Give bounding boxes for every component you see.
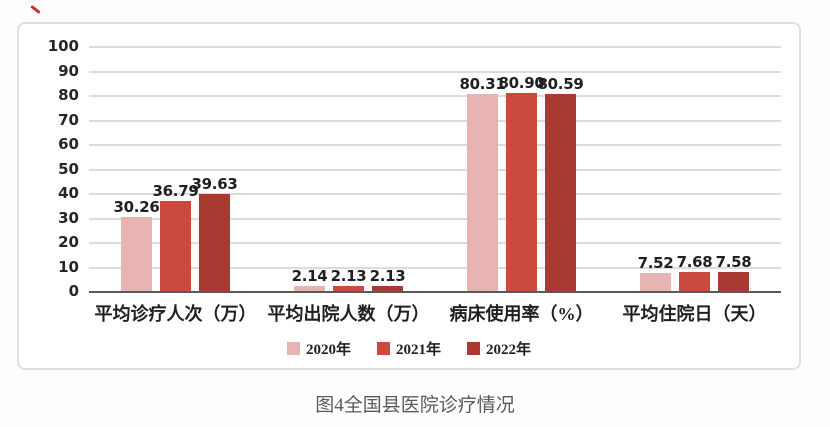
- gridline: [89, 144, 781, 146]
- bar-2021年: 7.68: [677, 253, 713, 291]
- legend-swatch-icon: [376, 342, 390, 355]
- bar-2020年: 7.52: [638, 254, 674, 291]
- y-tick-label: 90: [58, 61, 79, 80]
- y-tick-label: 0: [68, 282, 79, 300]
- bar-value-label: 39.63: [191, 174, 238, 193]
- bar-2021年: 36.79: [153, 182, 199, 291]
- gridline: [89, 193, 781, 195]
- legend-item-2021年: 2021年: [376, 338, 441, 359]
- bar-2022年: 2.13: [370, 267, 406, 291]
- y-tick-label: 10: [58, 257, 79, 276]
- gridline: [89, 217, 781, 220]
- gridline: [89, 242, 781, 244]
- bar-2022年: 80.59: [538, 75, 584, 291]
- chart-legend: 2020年 2021年 2022年: [19, 338, 799, 359]
- y-tick-label: 70: [58, 110, 79, 129]
- gridline: [89, 46, 781, 48]
- x-axis-category-labels: 平均诊疗人次（万） 平均出院人数（万） 病床使用率（%） 平均住院日（天）: [89, 300, 781, 326]
- figure-caption: 图4全国县医院诊疗情况: [315, 395, 515, 416]
- gridline: [89, 168, 781, 171]
- bar-value-label: 2.14: [291, 266, 328, 285]
- bar-2022年: 7.58: [716, 253, 752, 291]
- chart-panel: 100 90 80 70 60 50 40 30 20 10 0 30.26 36.79 39.63 2.…: [17, 22, 801, 370]
- bar-value-label: 7.58: [715, 253, 752, 272]
- y-tick-label: 100: [47, 37, 79, 55]
- y-tick-label: 30: [58, 208, 79, 227]
- bar-2020年: 30.26: [114, 198, 160, 291]
- legend-swatch-icon: [467, 342, 480, 355]
- bar-2022年: 39.63: [192, 175, 238, 291]
- category-label: 平均住院日（天）: [622, 304, 767, 324]
- y-tick-label: 40: [58, 184, 79, 202]
- bar-value-label: 80.90: [498, 73, 545, 92]
- gridline: [89, 70, 781, 73]
- legend-item-2022年: 2022年: [467, 338, 531, 359]
- bar-value-label: 36.79: [152, 181, 199, 200]
- bar-group: 30.26 36.79 39.63: [89, 46, 262, 291]
- plot-area-gridlines: [89, 46, 781, 293]
- x-axis-line: [89, 291, 781, 293]
- legend-label: 2020年: [305, 342, 351, 358]
- legend-item-2020年: 2020年: [286, 338, 351, 359]
- gridline: [89, 119, 781, 122]
- bar-value-label: 7.52: [637, 253, 674, 272]
- bar-group: 7.52 7.68 7.58: [608, 46, 781, 291]
- y-tick-label: 80: [58, 86, 79, 104]
- y-tick-label: 20: [58, 233, 79, 251]
- category-label: 平均出院人数（万）: [267, 304, 430, 324]
- legend-swatch-icon: [286, 342, 300, 355]
- y-tick-label: 50: [58, 159, 79, 178]
- bar-2020年: 2.14: [292, 267, 328, 291]
- y-axis-tick-labels: 100 90 80 70 60 50 40 30 20 10 0: [21, 37, 79, 300]
- bar-groups: 30.26 36.79 39.63 2.14 2.13 2.13 80.31 80.90 80.…: [89, 46, 781, 291]
- legend-label: 2022年: [486, 342, 532, 358]
- category-label: 平均诊疗人次（万）: [94, 304, 257, 324]
- category-label: 病床使用率（%）: [449, 304, 594, 324]
- bar-value-label: 2.13: [369, 266, 406, 285]
- bar-value-label: 30.26: [113, 197, 160, 216]
- gridline: [89, 95, 781, 97]
- gridline: [89, 266, 781, 269]
- bar-group: 2.14 2.13 2.13: [262, 46, 435, 291]
- bar-2021年: 2.13: [331, 267, 367, 291]
- y-tick-label: 60: [58, 135, 79, 153]
- bar-2020年: 80.31: [460, 75, 506, 291]
- red-corner-mark: [30, 4, 41, 15]
- bar-2021年: 80.90: [499, 74, 545, 291]
- bar-value-label: 7.68: [676, 253, 713, 272]
- legend-label: 2021年: [395, 342, 441, 358]
- bar-value-label: 80.31: [459, 75, 506, 94]
- bar-value-label: 2.13: [330, 266, 367, 285]
- bar-group: 80.31 80.90 80.59: [435, 46, 608, 291]
- bar-value-label: 80.59: [537, 74, 584, 93]
